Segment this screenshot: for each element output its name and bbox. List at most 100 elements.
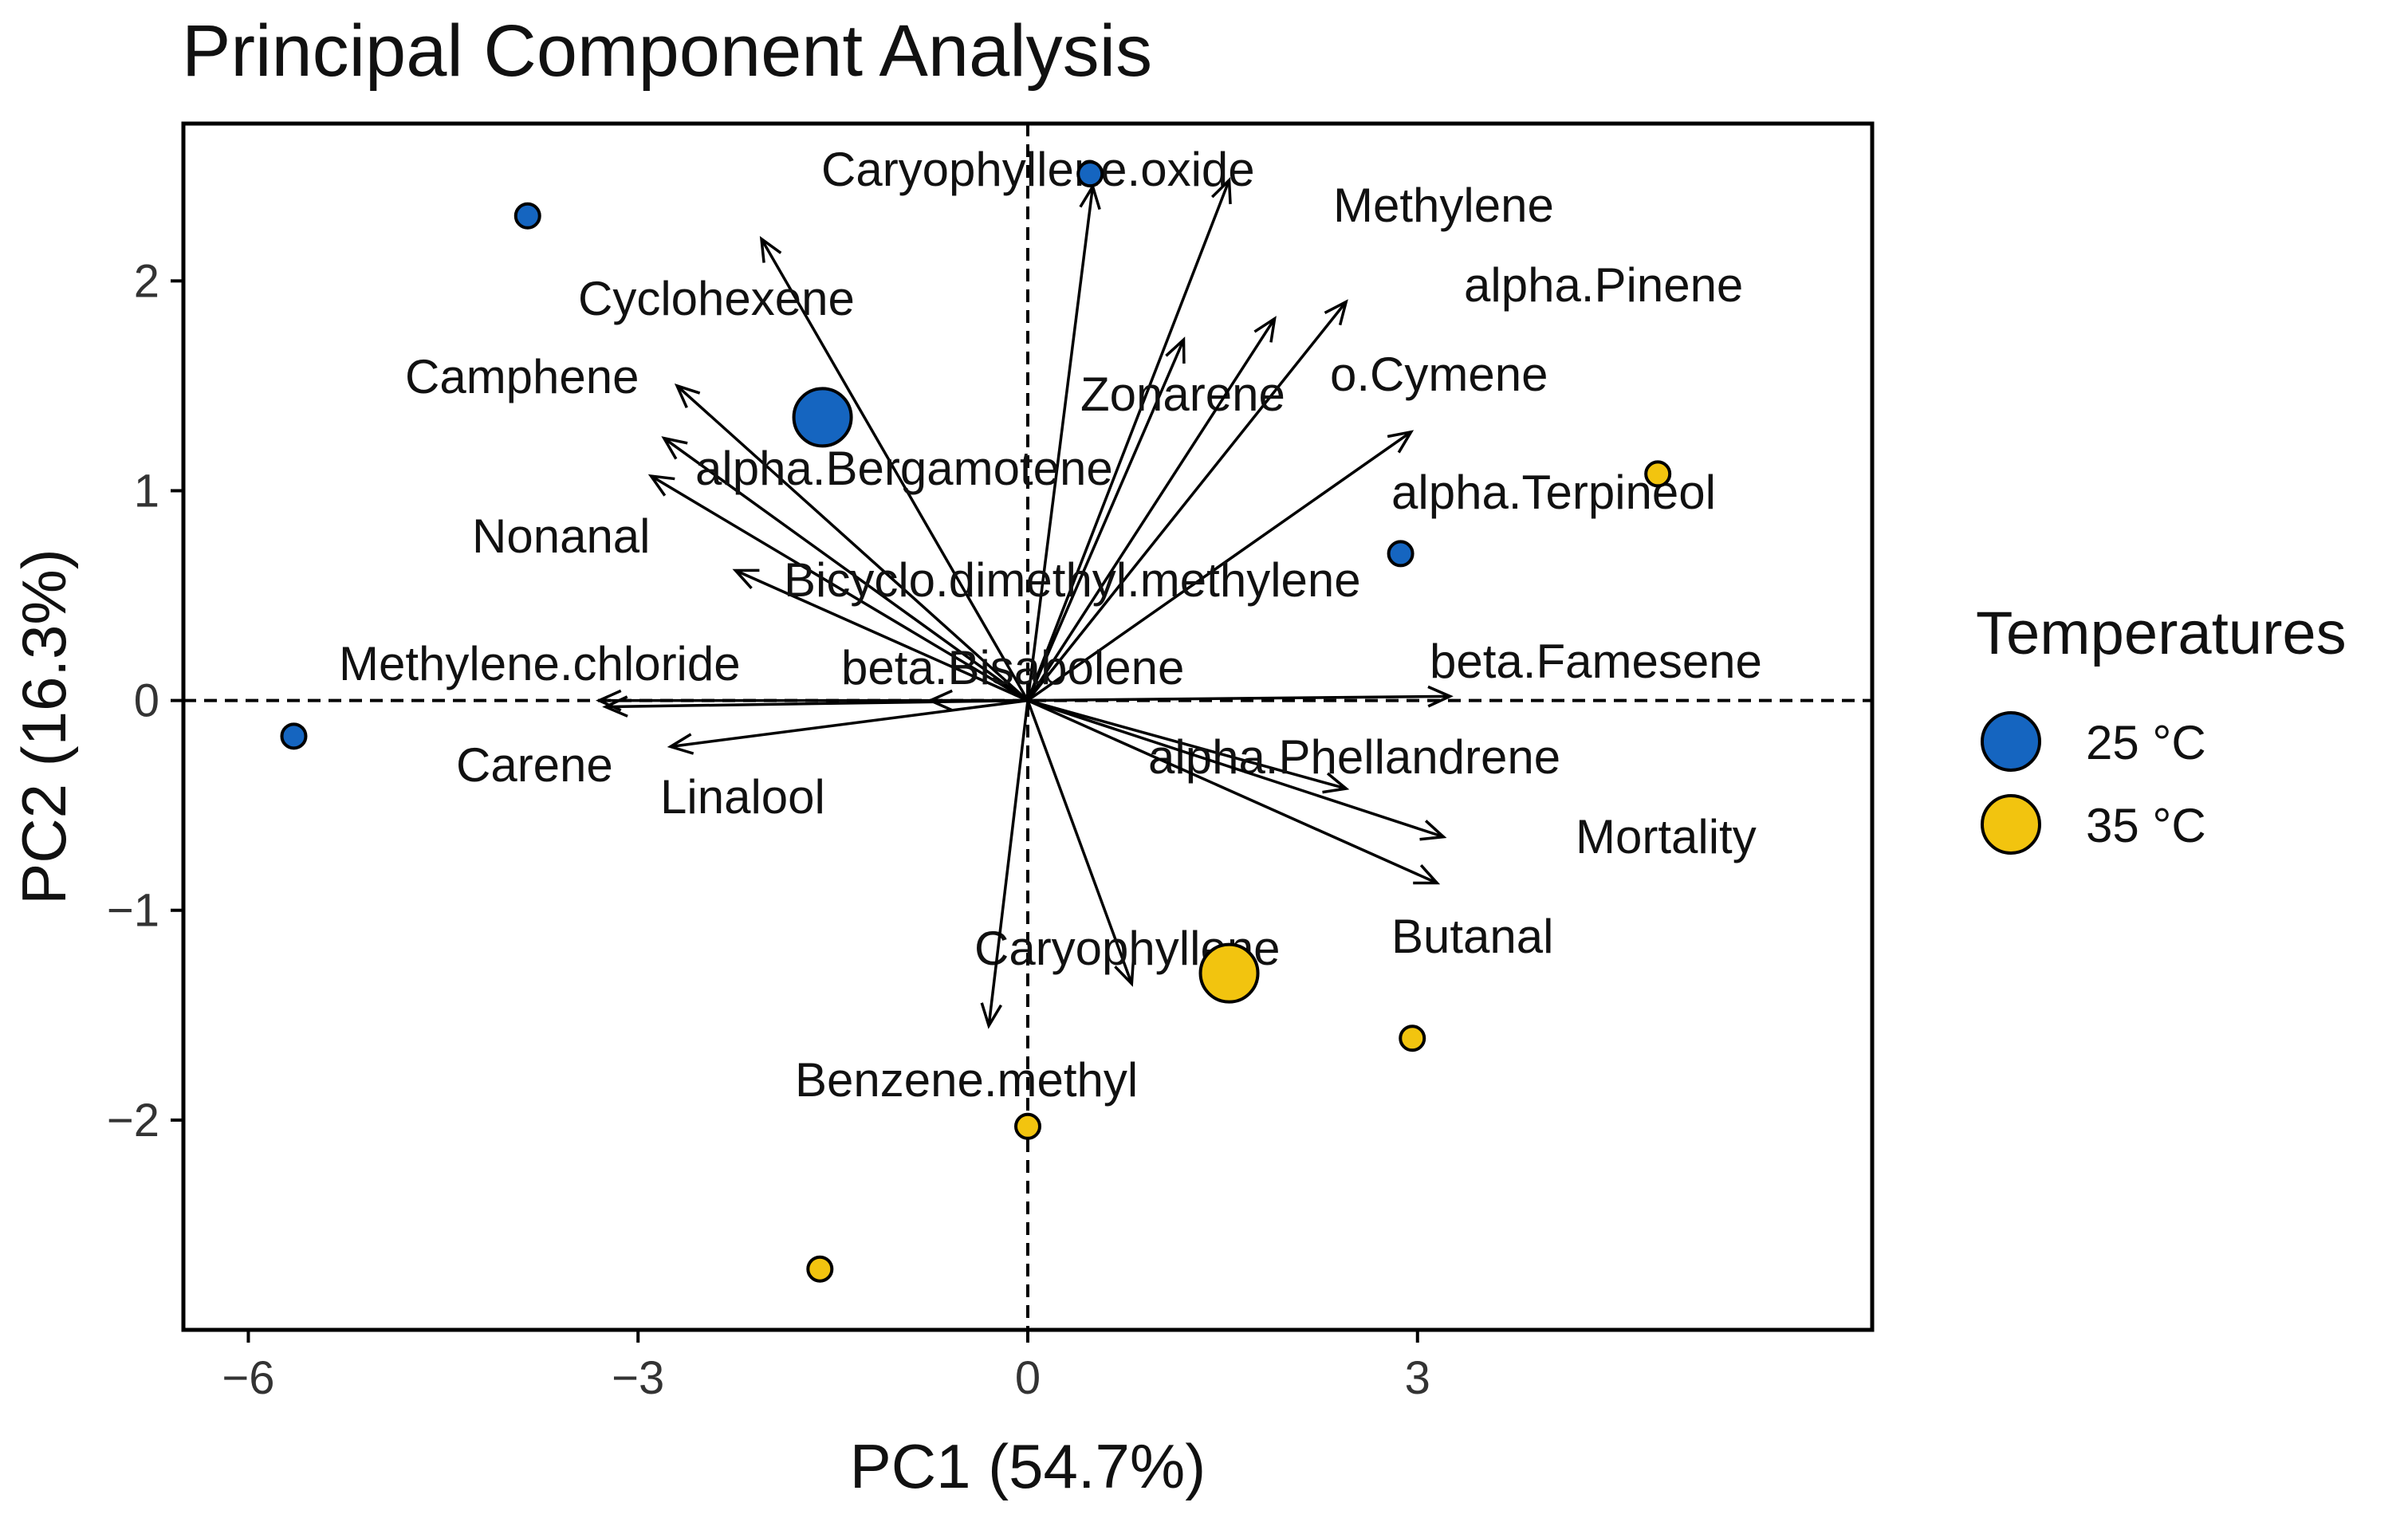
point-25c-3 [792, 387, 853, 448]
y-tick-label: −2 [107, 1095, 159, 1146]
point-35c-5 [806, 1255, 834, 1283]
loading-linalool: Linalool [660, 698, 1029, 824]
legend-title: Temperatures [1976, 600, 2347, 667]
point-35c-4 [1014, 1112, 1041, 1140]
loading-arrow-head [759, 236, 782, 263]
point-25c-2 [1076, 160, 1104, 188]
loading-label: alpha.Pinene [1464, 258, 1743, 312]
loading-benzene-methyl: Benzene.methyl [795, 700, 1138, 1107]
loading-arrow-shaft [1027, 699, 1438, 885]
y-tick-label: 1 [134, 465, 159, 517]
loading-arrows: Caryophyllene.oxide Methylene Cyclohexene a… [339, 143, 1762, 1107]
loading-arrow-shaft [987, 700, 1029, 1026]
y-axis-ticks: −2 −1 0 1 2 [107, 255, 183, 1146]
loading-o-cymene: o.Cymene [1026, 316, 1548, 702]
loading-arrow-head [1324, 299, 1348, 326]
loading-arrow-shaft [760, 238, 1029, 702]
point-25c-4 [1387, 540, 1415, 568]
loading-label: Benzene.methyl [795, 1053, 1138, 1107]
loading-arrow-shaft [1026, 186, 1095, 701]
loading-label: Zonarene [1080, 368, 1285, 421]
point-25c-5 [280, 722, 308, 750]
loading-cyclohexene: Cyclohexene [578, 236, 1029, 702]
loading-label: Cyclohexene [578, 272, 855, 325]
loading-arrow-head [1322, 772, 1350, 794]
loading-label: Mortality [1576, 810, 1757, 863]
loading-arrow-shaft [1026, 339, 1186, 702]
loading-arrow-head [1114, 959, 1135, 987]
loading-label: Methylene.chloride [339, 637, 741, 690]
loading-arrow-head [980, 1002, 1003, 1029]
loading-arrow-shaft [1027, 698, 1347, 790]
loading-butanal: Butanal [1027, 699, 1554, 963]
loading-label: Bicyclo.dimethyl.methylene [784, 553, 1361, 607]
point-35c-3 [1399, 1025, 1426, 1052]
loading-arrow-shaft [650, 474, 1029, 702]
loading-label: Butanal [1391, 910, 1554, 963]
loading-arrow-head [602, 695, 628, 718]
legend: 25 °C 35 °C [1981, 711, 2206, 855]
loading-arrow-shaft [675, 384, 1029, 702]
loading-label: Carene [456, 738, 613, 792]
loading-arrow-head [1211, 177, 1232, 205]
y-tick-label: 2 [134, 255, 159, 307]
loading-arrow-shaft [1027, 694, 1450, 702]
loading-caryophyllene-oxide: Caryophyllene.oxide [821, 143, 1255, 701]
loading-label: Caryophyllene.oxide [821, 143, 1255, 196]
loading-label: alpha.Phellandrene [1148, 730, 1560, 784]
loading-arrow-head [674, 383, 701, 409]
loading-beta-famesene: beta.Famesene [1027, 635, 1762, 708]
loading-label: Linalool [660, 770, 825, 824]
loading-arrow-shaft [663, 437, 1029, 702]
loading-camphene: Camphene [405, 350, 1029, 702]
loading-arrow-head [661, 436, 688, 460]
loading-arrow-shaft [734, 568, 1029, 702]
x-axis-ticks: −6 −3 0 3 [222, 1330, 1430, 1404]
loading-arrow-head [732, 568, 760, 589]
loading-label: beta.Bisabolene [841, 641, 1184, 694]
loading-nonanal: Nonanal [472, 474, 1029, 702]
loading-bicyclo-dimethyl-methylene: Bicyclo.dimethyl.methylene [732, 553, 1361, 702]
loading-alpha-bergamotene: alpha.Bergamotene [661, 436, 1113, 702]
y-tick-label: −1 [107, 885, 159, 937]
point-35c-2 [1198, 942, 1260, 1004]
loading-alpha-phellandrene: alpha.Phellandrene [1027, 698, 1560, 794]
loading-arrow-shaft [1026, 301, 1348, 702]
legend-label-25c: 25 °C [2086, 716, 2206, 769]
loading-arrow-shaft [1027, 698, 1444, 839]
loading-label: alpha.Bergamotene [695, 442, 1113, 495]
loading-arrow-head [1427, 685, 1454, 708]
loading-arrow-head [1419, 820, 1447, 841]
loading-arrow-head [1165, 336, 1186, 364]
loading-arrow-head [1413, 864, 1441, 885]
loading-label: Camphene [405, 350, 639, 403]
sample-points [280, 160, 1672, 1283]
point-35c-1 [1644, 460, 1672, 488]
loading-arrow-shaft [1026, 317, 1277, 702]
x-tick-label: −3 [612, 1352, 664, 1404]
loading-label: Nonanal [472, 509, 651, 563]
loading-zonarene: Zonarene [1026, 336, 1285, 702]
loading-arrow-head [1253, 316, 1277, 343]
x-axis-title: PC1 (54.7%) [850, 1431, 1206, 1501]
loading-label: o.Cymene [1330, 348, 1548, 401]
x-tick-label: 0 [1015, 1352, 1041, 1404]
loading-arrow-head [647, 474, 675, 497]
loading-carene: Carene [456, 695, 1029, 792]
loading-label: Methylene [1333, 179, 1554, 232]
loading-arrow-head [667, 733, 694, 755]
loading-arrow-shaft [1026, 431, 1412, 702]
x-tick-label: 3 [1405, 1352, 1430, 1404]
chart-title: Principal Component Analysis [182, 10, 1152, 92]
y-tick-label: 0 [134, 675, 159, 727]
loading-label: beta.Famesene [1430, 635, 1762, 688]
loading-mortality: Mortality [1027, 698, 1757, 863]
legend-key-35c [1981, 794, 2041, 855]
legend-label-35c: 35 °C [2086, 799, 2206, 852]
loading-arrow-shaft [670, 698, 1029, 749]
loading-methylene-chloride: Methylene.chloride [339, 637, 1028, 712]
loading-alpha-pinene: alpha.Pinene [1026, 258, 1743, 702]
loading-arrow-head [1387, 430, 1415, 454]
legend-key-25c [1981, 711, 2041, 772]
